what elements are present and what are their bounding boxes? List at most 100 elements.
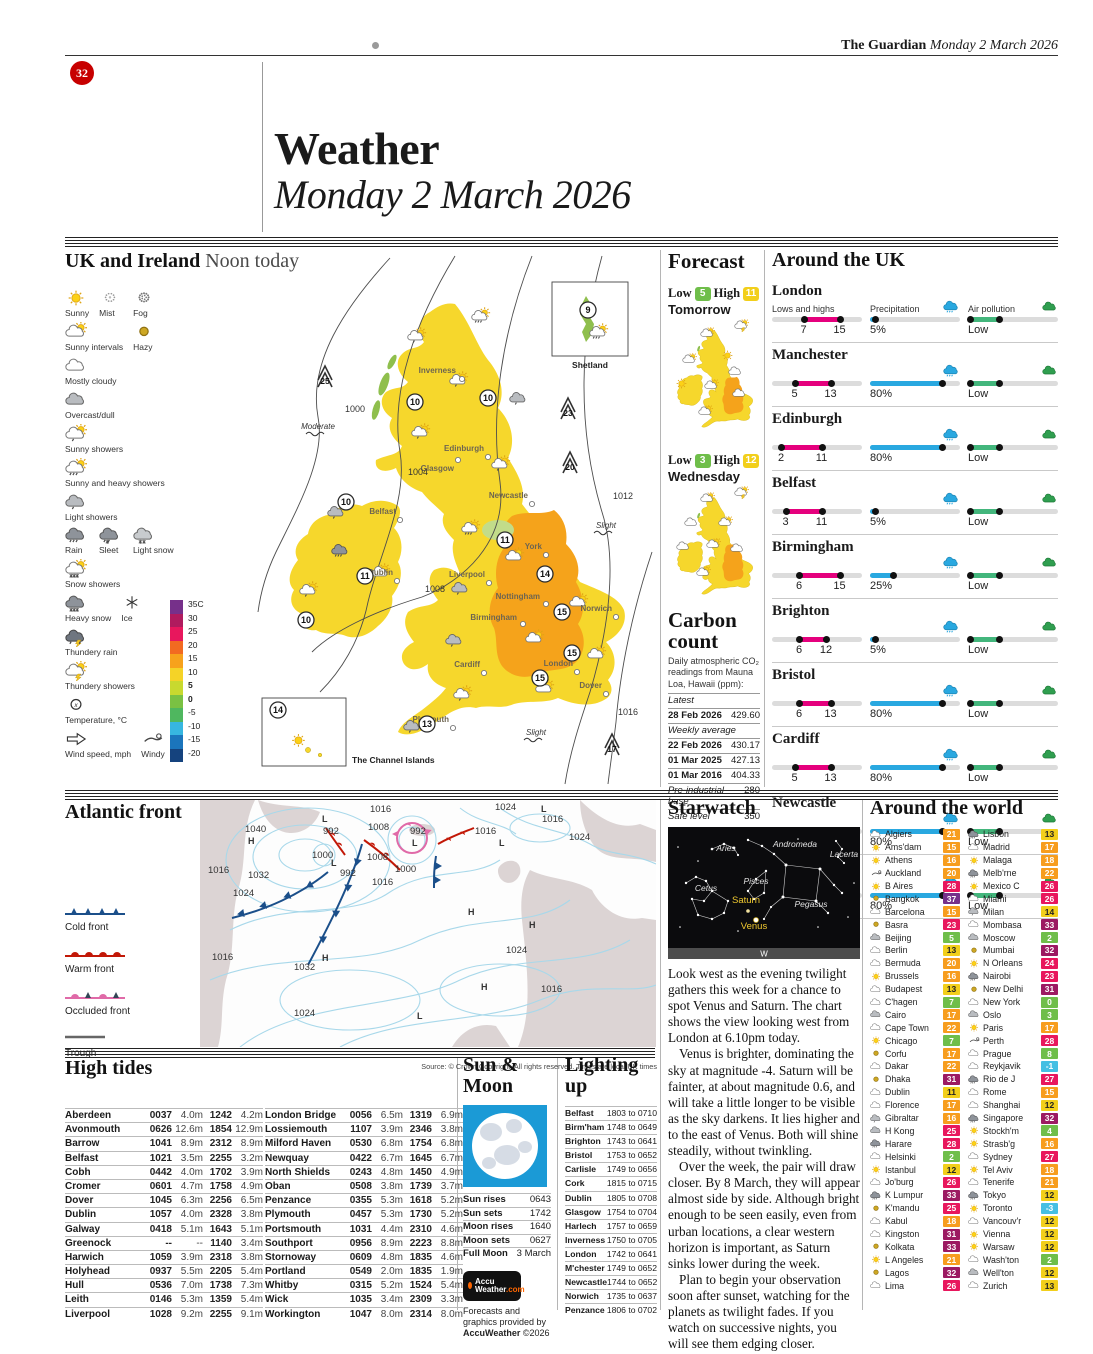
world-city-row: Malaga 18 (968, 854, 1058, 867)
temps-bar (772, 380, 862, 387)
map-weather-sunny-intervals-icon (505, 547, 525, 561)
legend-row: Sunny showers (65, 423, 255, 454)
city-dot (528, 500, 536, 508)
world-city-name: Chicago (885, 1035, 918, 1046)
world-city-temp: 12 (1041, 1099, 1058, 1111)
tide-pm-height: 4.2m (240, 1110, 263, 1121)
tide-port: Galway (65, 1223, 101, 1235)
tide-pm-time: 1835 (409, 1266, 432, 1278)
temperature-marker: 10 (337, 493, 355, 511)
pressure-label: H (481, 982, 488, 992)
world-city-temp: 33 (1041, 919, 1058, 931)
world-city-name: Wash'ton (983, 1254, 1020, 1265)
tide-pm-height: 8.8m (440, 1237, 463, 1249)
world-city-temp: 32 (1041, 1112, 1058, 1124)
world-city-name: Kabul (885, 1216, 908, 1227)
tide-row: Plymouth 0457 5.3m 1730 5.2m (265, 1207, 463, 1221)
high-label: High (713, 453, 741, 468)
world-city-temp: 32 (943, 1267, 960, 1279)
scale-label: 35C (188, 599, 204, 609)
world-city-name: Tokyo (983, 1190, 1006, 1201)
pollution-icon (1042, 493, 1056, 503)
lighting-times: 1757 to 0659 (606, 1220, 657, 1231)
world-city-temp: 31 (943, 1073, 960, 1085)
svg-text:Slight: Slight (526, 728, 547, 737)
cloud-icon (968, 1281, 979, 1289)
carbon-row-label: Weekly average (668, 725, 736, 737)
cloud-icon (870, 1230, 881, 1237)
tide-am-time: 1021 (149, 1152, 172, 1164)
high-label: High (713, 286, 741, 301)
city-dot (396, 516, 404, 524)
tide-port: Hull (65, 1280, 84, 1292)
front-legend-label: Cold front (65, 922, 109, 933)
temperature-marker: 11 (496, 531, 514, 549)
around-uk-row: Bristol 6 13 80% (772, 663, 1058, 727)
world-city-temp: 22 (1041, 867, 1058, 879)
world-city-name: B Aires (885, 881, 913, 891)
world-city-temp: 16 (943, 854, 960, 866)
city-dot (602, 690, 610, 698)
tide-pm-time: 1754 (409, 1138, 432, 1150)
cloud-icon (870, 830, 881, 837)
map-weather-sunny-showers-icon (299, 581, 319, 597)
cloud-icon (870, 1217, 881, 1224)
world-city-name: Dakar (885, 1061, 909, 1072)
pressure-label: 1016 (370, 804, 391, 815)
legend-label: Light showers (65, 511, 118, 522)
tide-am-time: 0457 (349, 1209, 372, 1221)
world-city-name: Athens (885, 855, 913, 866)
tide-am-height: 5.3m (380, 1195, 403, 1207)
pressure-label: 992 (323, 826, 339, 837)
temperature-marker: 11 (356, 567, 374, 585)
tide-am-time: 1035 (349, 1294, 372, 1306)
lighting-city: M'chester (565, 1263, 605, 1274)
world-city-row: Brussels 16 (870, 970, 960, 983)
scale-segment (170, 627, 183, 641)
tide-pm-time: 1242 (209, 1110, 232, 1121)
world-city-row: Perth 28 (968, 1034, 1058, 1047)
forecast-mini-map (668, 318, 760, 439)
pressure-label: 1016 (208, 865, 229, 876)
world-city-temp: 26 (943, 1280, 960, 1292)
print-registration-dot (372, 42, 379, 49)
precip-value: 5% (870, 516, 886, 528)
city-label: Birmingham (470, 613, 517, 622)
tide-port: Barrow (65, 1138, 100, 1150)
tide-pm-time: 1319 (409, 1110, 432, 1121)
legend-label: Heavy snow (65, 613, 112, 624)
around-uk-city: London (772, 283, 823, 299)
lighting-up-row: London 1742 to 0641 (565, 1246, 657, 1261)
wind-arrow: 17 (604, 732, 620, 756)
world-city-row: K Lumpur 33 (870, 1189, 960, 1202)
tide-am-height: 12.6m (175, 1124, 203, 1136)
svg-text:25: 25 (320, 376, 330, 386)
precip-icon (943, 556, 958, 569)
sun-moon-label: Moon sets (463, 1234, 510, 1246)
cloud-icon (732, 388, 745, 397)
around-uk-city: Manchester (772, 347, 848, 363)
lighting-up-row: Penzance 1806 to 0702 (565, 1303, 657, 1317)
world-city-temp: 17 (943, 1009, 960, 1021)
world-city-row: Rio de J 27 (968, 1073, 1058, 1086)
tide-port: Holyhead (65, 1266, 111, 1278)
legend-label: Mist (99, 308, 115, 318)
legend-row: Rain Sleet Light snow (65, 525, 255, 555)
lighting-city: Carlisle (565, 1164, 597, 1175)
legend-label: Hazy (133, 341, 153, 352)
pressure-label: H (468, 907, 475, 917)
hazy-icon (139, 326, 149, 337)
tide-am-height: 5.2m (380, 1280, 403, 1292)
tide-am-height: 6.7m (380, 1152, 403, 1164)
lighting-up-row: Harlech 1757 to 0659 (565, 1218, 657, 1233)
map-weather-sunny-intervals-icon (587, 645, 607, 659)
legend-label: Rain (65, 545, 83, 556)
cloud-icon (968, 920, 979, 928)
legend-row: Overcast/dull (65, 390, 255, 420)
world-city-temp: 13 (943, 944, 960, 956)
lighting-city: Brighton (565, 1136, 601, 1147)
lighting-up-row: Belfast 1803 to 0710 (565, 1106, 657, 1120)
world-city-temp: 15 (943, 906, 960, 918)
city-label: Dover (579, 681, 602, 690)
atlantic-pressure-map: 1040HL992101610081000992L103210161024100… (200, 800, 656, 1047)
